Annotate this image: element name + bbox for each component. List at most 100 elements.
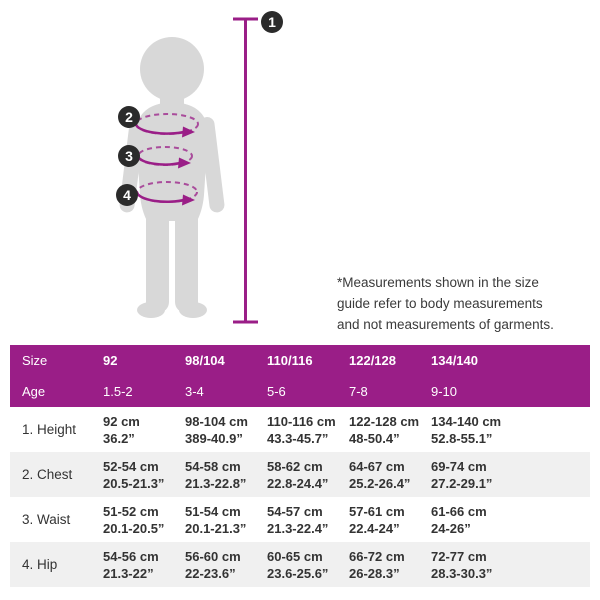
measurement-cell: 57-61 cm 22.4-24”: [349, 503, 431, 537]
inch-value: 52.8-55.1”: [431, 430, 493, 446]
size-col-header: 122/128: [349, 353, 396, 368]
cm-value: 64-67 cm: [349, 458, 405, 474]
height-marker-badge: 1: [261, 11, 283, 33]
chest-measure-ellipse: [134, 113, 199, 138]
inch-value: 22.8-24.4”: [267, 475, 329, 491]
cm-value: 57-61 cm: [349, 503, 405, 519]
badge-number: 2: [125, 109, 133, 125]
cm-value: 54-58 cm: [185, 458, 241, 474]
chest-arrowhead-icon: [182, 126, 195, 138]
inch-value: 27.2-29.1”: [431, 475, 493, 491]
measurement-cell: 66-72 cm 26-28.3”: [349, 548, 431, 582]
cm-value: 54-56 cm: [103, 548, 159, 564]
measurement-cell: 51-54 cm 20.1-21.3”: [185, 503, 267, 537]
measurement-cell: 64-67 cm 25.2-26.4”: [349, 458, 431, 492]
measurement-cell: 58-62 cm 22.8-24.4”: [267, 458, 349, 492]
measurement-cell: 52-54 cm 20.5-21.3”: [103, 458, 185, 492]
badge-number: 3: [125, 148, 133, 164]
measurement-cell: 122-128 cm 48-50.4”: [349, 413, 431, 447]
cm-value: 58-62 cm: [267, 458, 323, 474]
cm-value: 54-57 cm: [267, 503, 323, 519]
age-header-row: Age 1.5-2 3-4 5-6 7-8 9-10: [10, 376, 590, 407]
size-row-label: Size: [22, 353, 48, 368]
badge-number: 4: [123, 187, 131, 203]
measurement-cell: 92 cm 36.2”: [103, 413, 185, 447]
size-header-row: Size 92 98/104 110/116 122/128 134/140: [10, 345, 590, 376]
child-silhouette: [119, 37, 225, 318]
measurement-cell: 54-58 cm 21.3-22.8”: [185, 458, 267, 492]
measurement-cell: 51-52 cm 20.1-20.5”: [103, 503, 185, 537]
row-label: 4. Hip: [22, 557, 58, 572]
inch-value: 389-40.9”: [185, 430, 243, 446]
size-col-header: 110/116: [267, 353, 313, 368]
measurement-cell: 54-56 cm 21.3-22”: [103, 548, 185, 582]
cm-value: 110-116 cm: [267, 413, 336, 429]
cm-value: 52-54 cm: [103, 458, 159, 474]
cm-value: 72-77 cm: [431, 548, 487, 564]
child-silhouette-figure: 1 2 3 4: [116, 11, 283, 324]
measurement-cell: 72-77 cm 28.3-30.3”: [431, 548, 590, 582]
cm-value: 51-52 cm: [103, 503, 159, 519]
age-row-label: Age: [22, 384, 46, 399]
inch-value: 21.3-22.4”: [267, 520, 329, 536]
size-col-header: 98/104: [185, 353, 225, 368]
inch-value: 36.2”: [103, 430, 135, 446]
inch-value: 20.5-21.3”: [103, 475, 165, 491]
waist-marker-badge: 3: [118, 145, 140, 167]
cm-value: 98-104 cm: [185, 413, 248, 429]
row-label: 3. Waist: [22, 512, 71, 527]
inch-value: 43.3-45.7”: [267, 430, 329, 446]
inch-value: 23.6-25.6”: [267, 565, 329, 581]
inch-value: 22.4-24”: [349, 520, 400, 536]
size-guide-table: Size 92 98/104 110/116 122/128 134/140 A…: [10, 345, 590, 587]
inch-value: 22-23.6”: [185, 565, 236, 581]
cm-value: 69-74 cm: [431, 458, 487, 474]
row-label: 1. Height: [22, 422, 77, 437]
measurement-cell: 69-74 cm 27.2-29.1”: [431, 458, 590, 492]
inch-value: 20.1-21.3”: [185, 520, 247, 536]
inch-value: 26-28.3”: [349, 565, 400, 581]
cm-value: 92 cm: [103, 413, 140, 429]
body-measurement-diagram: 1 2 3 4: [90, 5, 310, 330]
cm-value: 66-72 cm: [349, 548, 405, 564]
age-col-value: 5-6: [267, 384, 286, 399]
cm-value: 60-65 cm: [267, 548, 323, 564]
size-col-header: 134/140: [431, 353, 478, 368]
table-row-height: 1. Height 92 cm 36.2” 98-104 cm 389-40.9” …: [10, 407, 590, 452]
badge-number: 1: [268, 14, 276, 30]
cm-value: 122-128 cm: [349, 413, 420, 429]
age-col-value: 7-8: [349, 384, 368, 399]
age-col-value: 3-4: [185, 384, 204, 399]
inch-value: 48-50.4”: [349, 430, 400, 446]
waist-arrowhead-icon: [178, 157, 191, 169]
cm-value: 51-54 cm: [185, 503, 241, 519]
measurement-cell: 98-104 cm 389-40.9”: [185, 413, 267, 447]
measurement-cell: 54-57 cm 21.3-22.4”: [267, 503, 349, 537]
inch-value: 21.3-22.8”: [185, 475, 247, 491]
note-line: *Measurements shown in the size: [337, 275, 539, 290]
chest-marker-badge: 2: [118, 106, 140, 128]
inch-value: 21.3-22”: [103, 565, 154, 581]
inch-value: 20.1-20.5”: [103, 520, 165, 536]
cm-value: 56-60 cm: [185, 548, 241, 564]
measurement-cell: 110-116 cm 43.3-45.7”: [267, 413, 349, 447]
inch-value: 25.2-26.4”: [349, 475, 411, 491]
table-header: Size 92 98/104 110/116 122/128 134/140 A…: [10, 345, 590, 407]
cm-value: 134-140 cm: [431, 413, 502, 429]
table-row-chest: 2. Chest 52-54 cm 20.5-21.3” 54-58 cm 21.3…: [10, 452, 590, 497]
hip-arrowhead-icon: [182, 194, 195, 206]
note-line: and not measurements of garments.: [337, 317, 554, 332]
measurement-cell: 134-140 cm 52.8-55.1”: [431, 413, 590, 447]
measurement-cell: 61-66 cm 24-26”: [431, 503, 590, 537]
age-col-value: 1.5-2: [103, 384, 133, 399]
measurement-cell: 60-65 cm 23.6-25.6”: [267, 548, 349, 582]
measurement-cell: 56-60 cm 22-23.6”: [185, 548, 267, 582]
inch-value: 28.3-30.3”: [431, 565, 493, 581]
inch-value: 24-26”: [431, 520, 471, 536]
size-col-header: 92: [103, 353, 118, 368]
table-row-waist: 3. Waist 51-52 cm 20.1-20.5” 51-54 cm 20.1…: [10, 497, 590, 542]
cm-value: 61-66 cm: [431, 503, 487, 519]
table-row-hip: 4. Hip 54-56 cm 21.3-22” 56-60 cm 22-23.6”…: [10, 542, 590, 587]
note-line: guide refer to body measurements: [337, 296, 543, 311]
hip-marker-badge: 4: [116, 184, 138, 206]
